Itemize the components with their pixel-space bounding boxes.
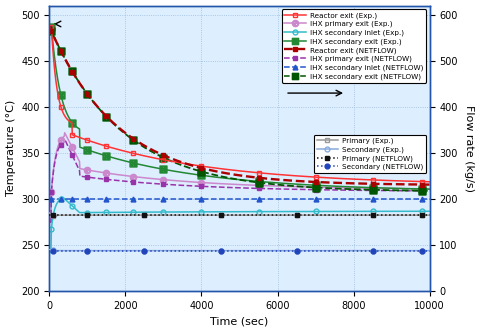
Legend: Primary (Exp.), Secondary (Exp.), Primary (NETFLOW), Secondary (NETFLOW): Primary (Exp.), Secondary (Exp.), Primar… <box>313 135 426 173</box>
Y-axis label: Flow rate (kg/s): Flow rate (kg/s) <box>465 105 474 192</box>
Y-axis label: Temperature (°C): Temperature (°C) <box>6 100 15 197</box>
X-axis label: Time (sec): Time (sec) <box>210 316 269 326</box>
